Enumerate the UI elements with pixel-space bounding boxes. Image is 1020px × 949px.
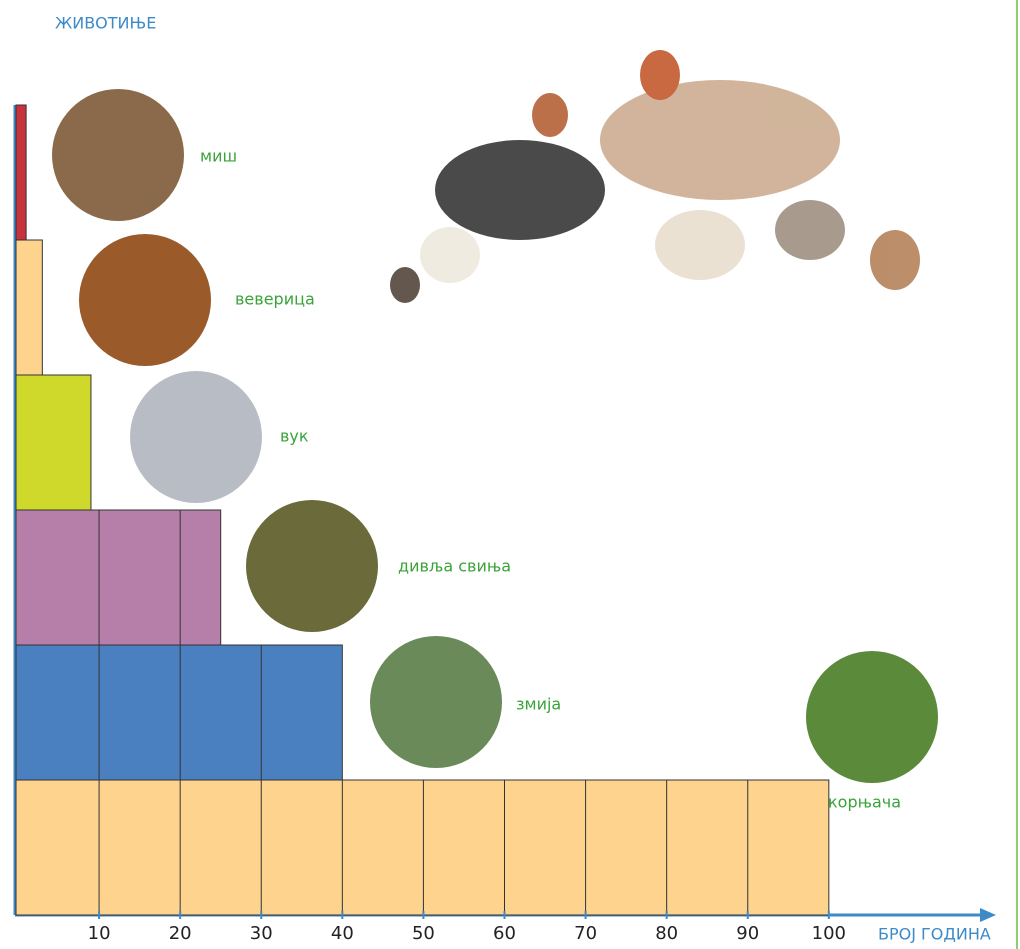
x-tick-label: 40	[331, 923, 354, 944]
x-tick-label: 70	[574, 923, 597, 944]
category-label: змија	[516, 695, 561, 714]
x-tick-label: 50	[412, 923, 435, 944]
category-label: веверица	[235, 290, 315, 309]
category-label: корњача	[828, 793, 901, 812]
animal-photo	[52, 89, 184, 221]
category-label: миш	[200, 147, 237, 166]
animal-photo	[370, 636, 502, 768]
x-axis-title: БРОЈ ГОДИНА	[878, 925, 991, 944]
bar	[16, 375, 91, 510]
category-label: вук	[280, 427, 309, 446]
animal-photo	[246, 500, 378, 632]
x-tick-label: 100	[812, 923, 846, 944]
category-label: дивља свиња	[398, 557, 511, 576]
animal-photo	[130, 371, 262, 503]
x-tick-label: 30	[250, 923, 273, 944]
x-tick-label: 80	[655, 923, 678, 944]
y-axis-title: ЖИВОТИЊЕ	[55, 14, 156, 33]
bar	[16, 780, 829, 915]
x-tick-label: 60	[493, 923, 516, 944]
bar	[16, 510, 221, 645]
x-tick-label: 10	[88, 923, 111, 944]
animal-photo	[806, 651, 938, 783]
farm-animals-illustration	[390, 50, 920, 303]
x-axis-arrow	[980, 908, 996, 922]
animal-photo	[79, 234, 211, 366]
chart: ЖИВОТИЊЕ БРОЈ ГОДИНА миш веверица вук дивља…	[0, 0, 1020, 949]
bar	[16, 645, 342, 780]
bar	[16, 240, 42, 375]
x-tick-label: 90	[736, 923, 759, 944]
bar	[16, 105, 26, 240]
x-tick-label: 20	[169, 923, 192, 944]
